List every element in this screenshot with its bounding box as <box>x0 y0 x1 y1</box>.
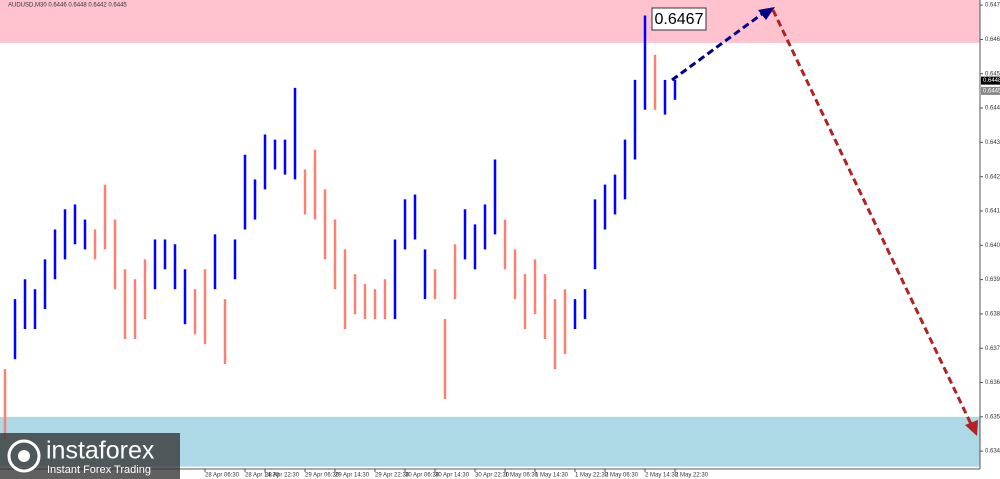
zone <box>0 0 980 43</box>
logo-tagline: Instant Forex Trading <box>47 464 151 476</box>
logo-icon <box>18 450 30 462</box>
y-tick-label: 0.6340 <box>985 449 1000 455</box>
x-tick-label: 28 Apr 22:30 <box>265 473 300 479</box>
x-tick-label: 2 May 22:30 <box>675 473 709 479</box>
x-tick-label: 1 May 06:30 <box>505 473 539 479</box>
arrowhead <box>758 7 775 20</box>
forecast-arrow-up <box>671 12 763 82</box>
price-label: 0.6448 <box>983 78 1000 84</box>
zones <box>0 0 980 467</box>
chart-title: AUDUSD,M30 0.6446 0.6448 0.6442 0.6445 <box>8 3 127 9</box>
x-tick-label: 2 May 06:30 <box>605 473 639 479</box>
price-label: 0.6445 <box>983 88 1000 94</box>
arrowhead <box>965 420 978 436</box>
x-tick-label: 29 Apr 06:30 <box>305 473 340 479</box>
x-tick-label: 30 Apr 06:30 <box>405 473 440 479</box>
annotation: 0.6467 <box>655 11 704 28</box>
annotation-box <box>651 7 707 31</box>
logo-icon <box>7 439 41 473</box>
x-tick-label: 29 Apr 14:30 <box>335 473 370 479</box>
x-tick-label: 28 Apr 14:30 <box>245 473 280 479</box>
price-label-box <box>981 86 1000 95</box>
x-tick-label: 2 May 14:30 <box>645 473 679 479</box>
price-label-box <box>981 76 1000 85</box>
x-tick-label: 30 Apr 22:30 <box>475 473 510 479</box>
x-tick-label: 30 Apr 14:30 <box>435 473 470 479</box>
logo-name: instaforex <box>46 437 155 465</box>
x-tick-label: 1 May 22:30 <box>575 473 609 479</box>
forecast-arrow-down <box>771 9 973 425</box>
x-tick-label: 1 May 14:30 <box>535 473 569 479</box>
bars <box>3 15 677 439</box>
x-tick-label: 28 Apr 06:30 <box>205 473 240 479</box>
x-tick-label: 29 Apr 22:30 <box>375 473 410 479</box>
